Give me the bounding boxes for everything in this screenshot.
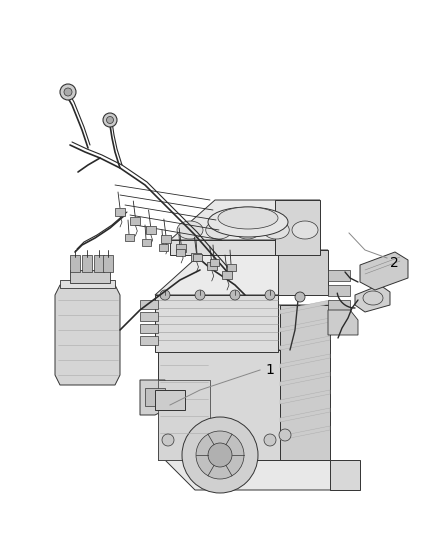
Polygon shape	[280, 336, 330, 350]
Text: 1: 1	[265, 363, 274, 377]
Polygon shape	[161, 235, 171, 243]
Polygon shape	[280, 408, 330, 422]
Circle shape	[208, 443, 232, 467]
Circle shape	[64, 88, 72, 96]
Polygon shape	[158, 305, 330, 350]
Polygon shape	[155, 250, 328, 295]
Polygon shape	[280, 426, 330, 440]
Bar	[145, 388, 165, 406]
Polygon shape	[176, 244, 186, 252]
Circle shape	[265, 290, 275, 300]
Polygon shape	[280, 354, 330, 368]
Polygon shape	[155, 390, 185, 410]
Polygon shape	[158, 380, 210, 460]
Circle shape	[162, 434, 174, 446]
Polygon shape	[140, 336, 158, 345]
Ellipse shape	[208, 207, 288, 237]
Polygon shape	[142, 239, 151, 246]
Circle shape	[219, 439, 231, 451]
Polygon shape	[140, 380, 165, 415]
Circle shape	[196, 431, 244, 479]
Polygon shape	[165, 460, 360, 490]
Polygon shape	[280, 318, 330, 332]
Polygon shape	[103, 255, 113, 272]
Ellipse shape	[206, 221, 232, 239]
Polygon shape	[155, 295, 278, 352]
Polygon shape	[328, 315, 350, 326]
Circle shape	[182, 417, 258, 493]
Circle shape	[60, 84, 76, 100]
Polygon shape	[125, 234, 134, 241]
Ellipse shape	[234, 221, 261, 239]
Polygon shape	[280, 305, 330, 460]
Polygon shape	[159, 244, 168, 251]
Polygon shape	[70, 255, 80, 272]
Polygon shape	[278, 250, 328, 295]
Polygon shape	[330, 460, 360, 490]
Polygon shape	[176, 249, 185, 256]
Ellipse shape	[263, 221, 289, 239]
Polygon shape	[140, 300, 158, 309]
Polygon shape	[280, 300, 330, 314]
Circle shape	[103, 113, 117, 127]
Circle shape	[106, 117, 113, 124]
Polygon shape	[275, 200, 320, 255]
Polygon shape	[360, 252, 408, 290]
Polygon shape	[140, 324, 158, 333]
Circle shape	[295, 292, 305, 302]
Polygon shape	[328, 285, 350, 296]
Polygon shape	[280, 390, 330, 404]
Polygon shape	[328, 310, 358, 335]
Polygon shape	[355, 285, 390, 312]
Polygon shape	[170, 200, 320, 240]
Circle shape	[230, 290, 240, 300]
Polygon shape	[115, 208, 125, 216]
Polygon shape	[193, 254, 202, 261]
Polygon shape	[158, 350, 280, 460]
Polygon shape	[145, 226, 155, 234]
Ellipse shape	[177, 221, 203, 239]
Polygon shape	[227, 264, 236, 271]
Polygon shape	[130, 217, 140, 225]
Ellipse shape	[218, 207, 278, 229]
Polygon shape	[191, 253, 201, 261]
Text: 2: 2	[390, 256, 399, 270]
Polygon shape	[280, 372, 330, 386]
Polygon shape	[94, 255, 104, 272]
Polygon shape	[70, 270, 110, 283]
Polygon shape	[222, 271, 232, 279]
Polygon shape	[60, 280, 115, 288]
Circle shape	[264, 434, 276, 446]
Polygon shape	[140, 312, 158, 321]
Polygon shape	[170, 240, 275, 255]
Polygon shape	[210, 259, 219, 266]
Circle shape	[160, 290, 170, 300]
Ellipse shape	[292, 221, 318, 239]
Polygon shape	[328, 300, 350, 311]
Polygon shape	[55, 285, 120, 385]
Polygon shape	[328, 270, 350, 281]
Circle shape	[279, 429, 291, 441]
Polygon shape	[207, 262, 217, 270]
Polygon shape	[82, 255, 92, 272]
Circle shape	[195, 290, 205, 300]
